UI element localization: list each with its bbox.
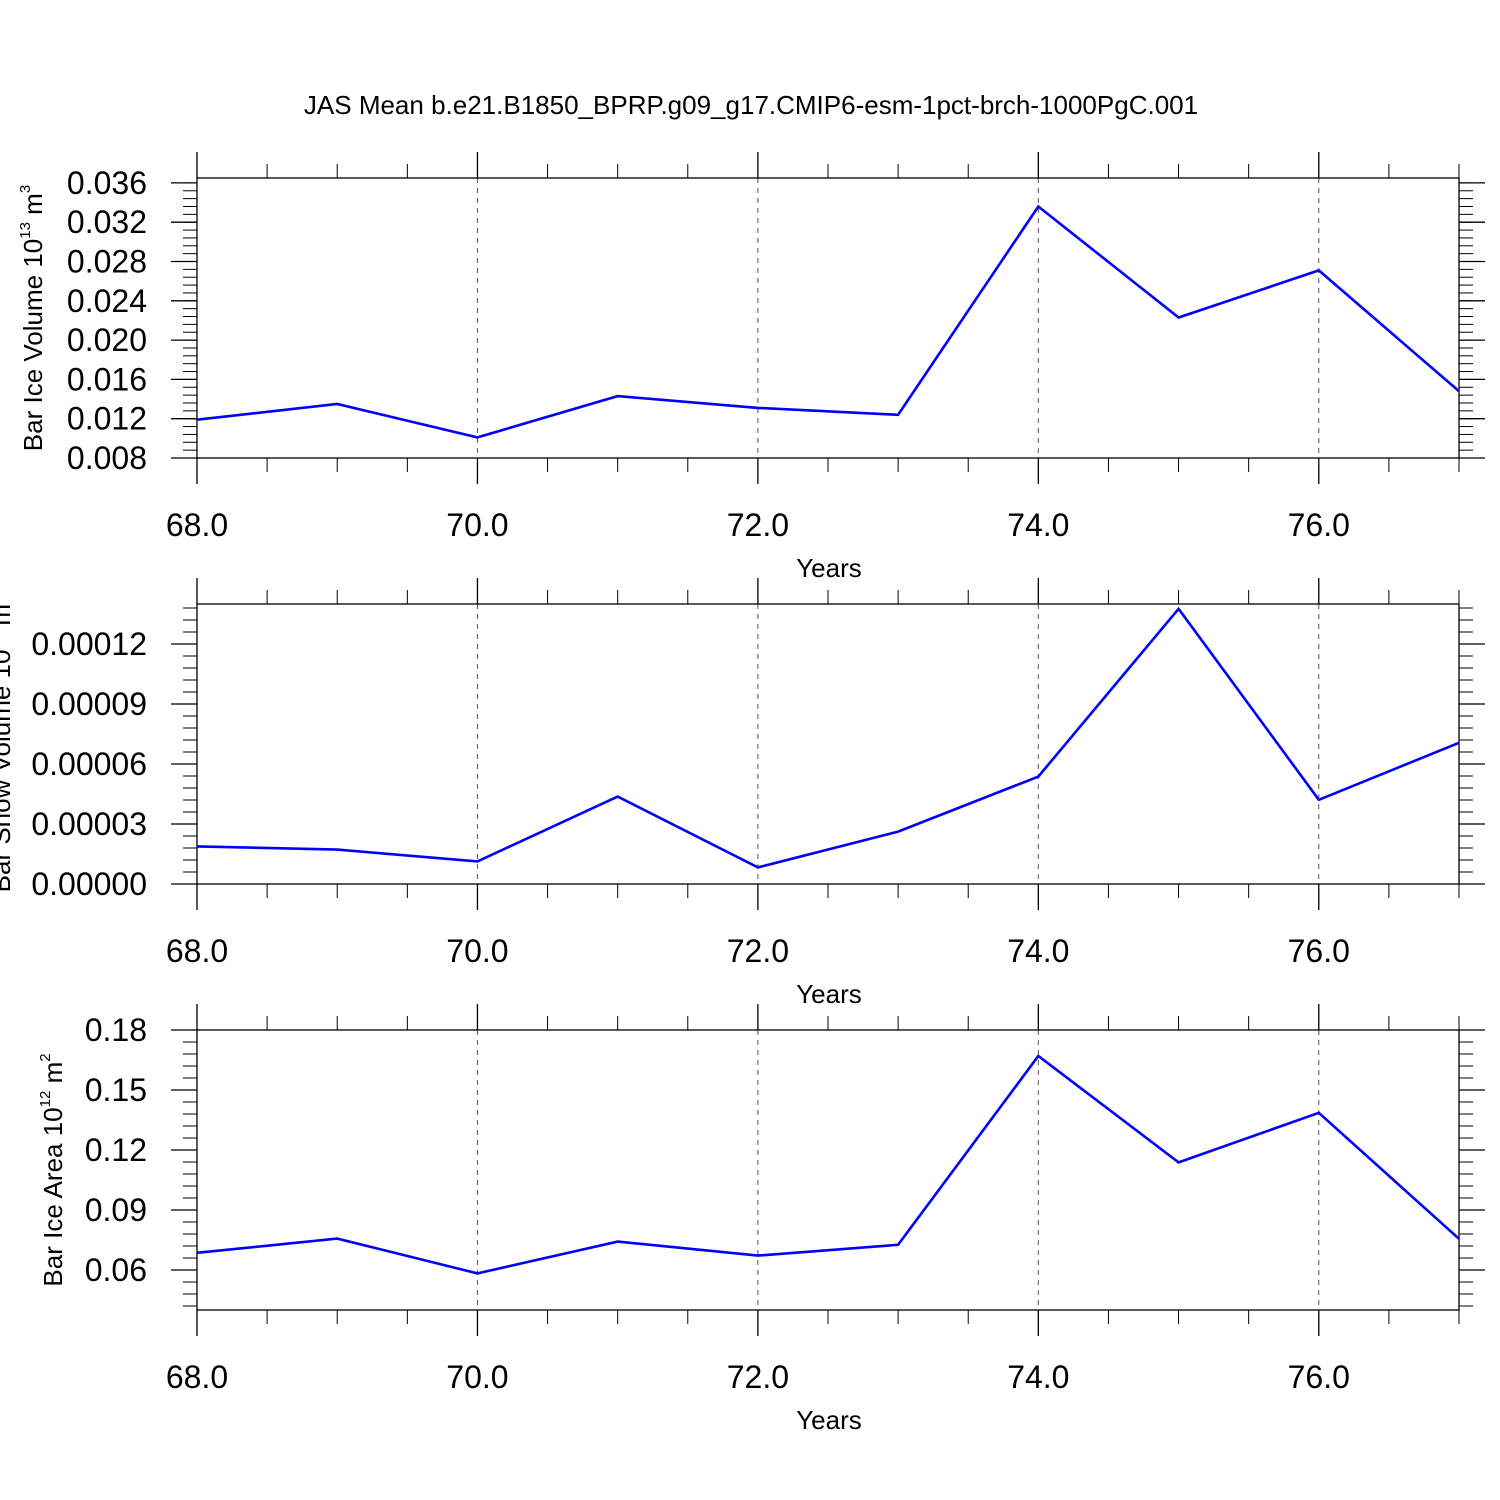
y-axis-title-part: m	[0, 604, 16, 633]
y-tick-label: 0.00012	[31, 626, 147, 662]
y-axis-title-part: Bar Snow Volume 10	[0, 650, 16, 893]
y-tick-label: 0.18	[85, 1012, 147, 1048]
x-tick-label: 68.0	[166, 933, 228, 969]
x-tick-label: 70.0	[446, 507, 508, 543]
y-axis-title-superscript: 13	[17, 222, 34, 239]
x-tick-label: 74.0	[1007, 933, 1069, 969]
x-axis-title: Years	[796, 553, 862, 583]
x-tick-label: 72.0	[727, 933, 789, 969]
y-axis-title: Bar Snow Volume 1013 m3	[0, 596, 16, 893]
y-tick-label: 0.008	[67, 440, 147, 476]
y-tick-label: 0.00006	[31, 746, 147, 782]
y-axis-title-superscript: 3	[0, 596, 2, 604]
chart-panel-2: 68.0 70.0 72.0 74.0 76.0 0.00000 0.00003 0.0000…	[0, 578, 1485, 1009]
y-axis-title-superscript: 13	[0, 633, 2, 650]
x-tick-label: 68.0	[166, 1359, 228, 1395]
x-tick-label: 68.0	[166, 507, 228, 543]
series-line	[196, 606, 1460, 869]
x-tick-label: 76.0	[1288, 933, 1350, 969]
y-tick-label: 0.036	[67, 165, 147, 201]
chart-panel-3: 68.0 70.0 72.0 74.0 76.0 0.06 0.09 0.12 0.15 0.18…	[37, 1004, 1485, 1435]
x-tick-label: 72.0	[727, 1359, 789, 1395]
x-tick-label: 74.0	[1007, 1359, 1069, 1395]
y-tick-label: 0.06	[85, 1252, 147, 1288]
y-axis-title-part: Bar Ice Area 10	[38, 1107, 68, 1286]
y-tick-label: 0.15	[85, 1072, 147, 1108]
y-tick-label: 0.012	[67, 401, 147, 437]
y-axis-title-part: m	[38, 1062, 68, 1091]
x-tick-label: 76.0	[1288, 507, 1350, 543]
y-axis-title-part: Bar Ice Volume 10	[18, 239, 48, 451]
y-axis-title-superscript: 3	[17, 185, 34, 193]
y-axis-title-superscript: 2	[37, 1053, 54, 1061]
x-axis-title: Years	[796, 1405, 862, 1435]
y-tick-label: 0.09	[85, 1192, 147, 1228]
x-tick-label: 70.0	[446, 1359, 508, 1395]
y-tick-label: 0.032	[67, 204, 147, 240]
x-tick-label: 72.0	[727, 507, 789, 543]
y-axis-title: Bar Ice Volume 1013 m3	[17, 185, 48, 451]
y-tick-label: 0.00009	[31, 686, 147, 722]
chart-title: JAS Mean b.e21.B1850_BPRP.g09_g17.CMIP6-…	[304, 90, 1198, 120]
plot-frame	[196, 603, 1460, 885]
y-tick-label: 0.00003	[31, 806, 147, 842]
y-tick-label: 0.020	[67, 322, 147, 358]
x-axis-title: Years	[796, 979, 862, 1009]
series-line	[196, 204, 1460, 439]
y-tick-label: 0.016	[67, 361, 147, 397]
y-axis-title-superscript: 12	[37, 1091, 54, 1108]
plot-frame	[196, 1029, 1460, 1311]
y-tick-label: 0.12	[85, 1132, 147, 1168]
series-line	[196, 1054, 1460, 1275]
y-tick-label: 0.00000	[31, 866, 147, 902]
x-tick-label: 74.0	[1007, 507, 1069, 543]
x-tick-label: 70.0	[446, 933, 508, 969]
x-tick-label: 76.0	[1288, 1359, 1350, 1395]
y-tick-label: 0.028	[67, 244, 147, 280]
y-axis-title-part: m	[18, 193, 48, 222]
y-tick-label: 0.024	[67, 283, 147, 319]
y-axis-title: Bar Ice Area 1012 m2	[37, 1053, 68, 1286]
